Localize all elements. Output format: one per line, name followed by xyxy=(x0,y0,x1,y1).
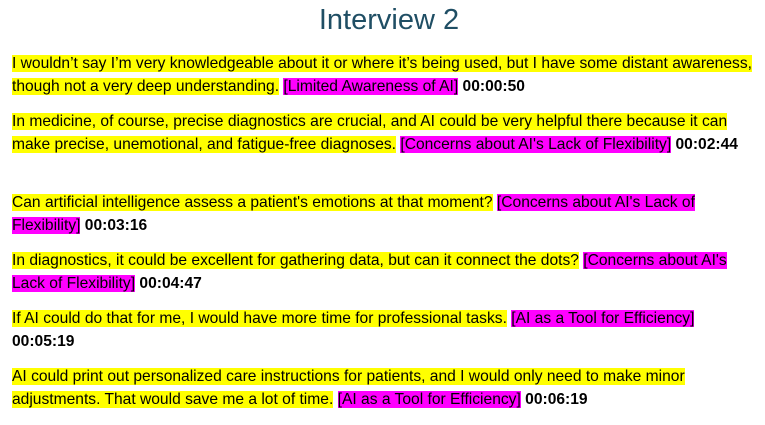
timestamp: 00:06:19 xyxy=(525,391,588,408)
timestamp: 00:00:50 xyxy=(462,78,525,95)
quote-text: Can artificial intelligence assess a pat… xyxy=(12,194,493,211)
quote-text: In diagnostics, it could be excellent fo… xyxy=(12,252,579,269)
transcript-entry: AI could print out personalized care ins… xyxy=(12,365,757,411)
transcript-entry: In medicine, of course, precise diagnost… xyxy=(12,110,757,156)
timestamp: 00:04:47 xyxy=(139,275,202,292)
timestamp: 00:05:19 xyxy=(12,333,75,350)
code-tag: [AI as a Tool for Efficiency] xyxy=(511,310,695,327)
code-tag: [Concerns about AI's Lack of Flexibility… xyxy=(400,136,672,153)
transcript-entry: Can artificial intelligence assess a pat… xyxy=(12,191,757,237)
transcript-entry: In diagnostics, it could be excellent fo… xyxy=(12,249,757,295)
code-tag: [Limited Awareness of AI] xyxy=(283,78,459,95)
transcript-entry: I wouldn’t say I’m very knowledgeable ab… xyxy=(12,52,757,98)
timestamp: 00:02:44 xyxy=(675,136,738,153)
transcript-entry: If AI could do that for me, I would have… xyxy=(12,307,757,353)
page-title: Interview 2 xyxy=(318,4,460,36)
timestamp: 00:03:16 xyxy=(84,217,148,234)
code-tag: [AI as a Tool for Efficiency] xyxy=(337,391,521,408)
quote-text: If AI could do that for me, I would have… xyxy=(12,310,507,327)
